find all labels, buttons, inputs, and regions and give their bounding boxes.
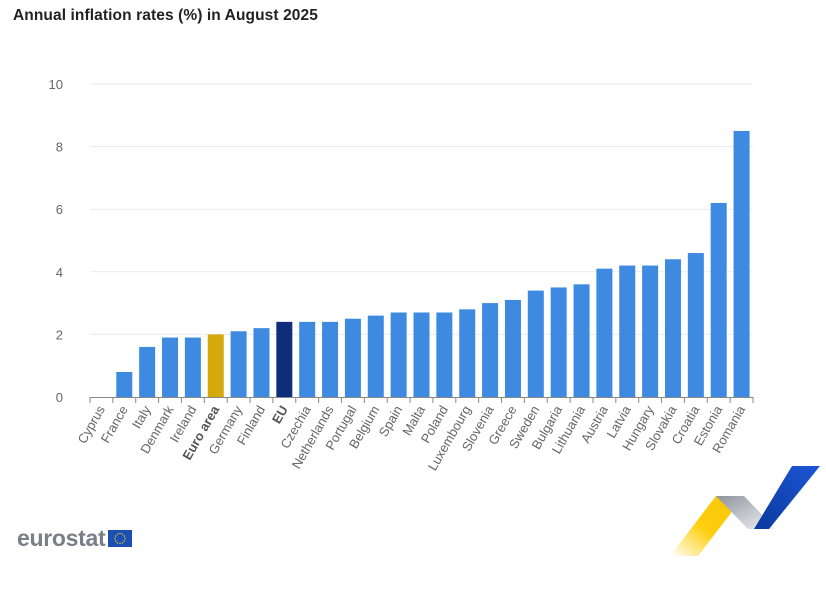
- bar-austria[interactable]: Austria: 4.1: [596, 268, 613, 397]
- bar-bulgaria[interactable]: Bulgaria: 3.5: [550, 287, 567, 397]
- flag-star: [123, 535, 126, 537]
- flag-star: [124, 537, 127, 540]
- bar-malta[interactable]: Malta: 2.7: [413, 312, 430, 397]
- bar-sweden[interactable]: Sweden: 3.4: [527, 290, 544, 397]
- y-tick-label: 4: [56, 265, 63, 280]
- bar-estonia[interactable]: Estonia: 6.2: [710, 202, 727, 397]
- bar-germany[interactable]: Germany: 2.1: [230, 331, 247, 397]
- bar-finland[interactable]: Finland: 2.2: [253, 328, 270, 397]
- bar-czechia[interactable]: Czechia: 2.4: [299, 321, 316, 397]
- eurostat-swoosh-icon: [670, 466, 820, 556]
- bar-eu[interactable]: EU: 2.4: [276, 321, 293, 397]
- x-tick-label: Spain: [376, 403, 406, 439]
- bar-croatia[interactable]: Croatia: 4.6: [687, 253, 704, 397]
- x-axis: [89, 397, 754, 403]
- bar-luxembourg[interactable]: Luxembourg: 2.8: [459, 309, 476, 397]
- bar-latvia[interactable]: Latvia: 4.2: [619, 265, 636, 397]
- bar-spain[interactable]: Spain: 2.7: [390, 312, 407, 397]
- y-tick-label: 8: [56, 140, 63, 155]
- eurostat-logo: eurostat: [17, 525, 133, 551]
- bar-netherlands[interactable]: Netherlands: 2.4: [322, 321, 339, 397]
- bar-hungary[interactable]: Hungary: 4.2: [642, 265, 659, 397]
- flag-star: [119, 542, 122, 545]
- x-tick-label: EU: [269, 403, 291, 426]
- y-tick-label: 6: [56, 202, 63, 217]
- flag-star: [123, 540, 126, 542]
- chart-title: Annual inflation rates (%) in August 202…: [13, 7, 318, 24]
- bar-ireland[interactable]: Ireland: 1.9: [184, 337, 201, 397]
- flag-star: [117, 542, 119, 544]
- flag-star: [119, 532, 122, 535]
- eu-flag-icon: [108, 530, 133, 547]
- bar-romania[interactable]: Romania: 8.5: [733, 130, 750, 397]
- bar-slovenia[interactable]: Slovenia: 3: [482, 303, 499, 397]
- y-tick-label: 0: [56, 390, 63, 405]
- bar-slovakia[interactable]: Slovakia: 4.4: [664, 259, 681, 397]
- bar-france[interactable]: France: 0.8: [116, 371, 133, 397]
- flag-star: [117, 533, 119, 535]
- bars: Cyprus: 0France: 0.8Italy: 1.6Denmark: 1…: [116, 130, 750, 397]
- eurostat-wordmark: eurostat: [17, 525, 106, 551]
- bar-denmark[interactable]: Denmark: 1.9: [162, 337, 179, 397]
- bar-belgium[interactable]: Belgium: 2.6: [367, 315, 384, 397]
- flag-star: [122, 542, 124, 544]
- flag-star: [114, 537, 117, 540]
- y-axis-ticks: 0 2 4 6 8 10: [49, 77, 63, 405]
- flag-star: [122, 533, 124, 535]
- flag-star: [115, 540, 117, 542]
- bar-lithuania[interactable]: Lithuania: 3.6: [573, 284, 590, 397]
- y-tick-label: 10: [49, 77, 63, 92]
- bar-greece[interactable]: Greece: 3.1: [504, 299, 521, 397]
- bar-portugal[interactable]: Portugal: 2.5: [344, 318, 361, 397]
- bar-euro-area[interactable]: Euro area: 2: [207, 334, 224, 397]
- y-tick-label: 2: [56, 327, 63, 342]
- bar-italy[interactable]: Italy: 1.6: [139, 346, 156, 397]
- flag-star: [115, 535, 117, 537]
- bar-poland[interactable]: Poland: 2.7: [436, 312, 453, 397]
